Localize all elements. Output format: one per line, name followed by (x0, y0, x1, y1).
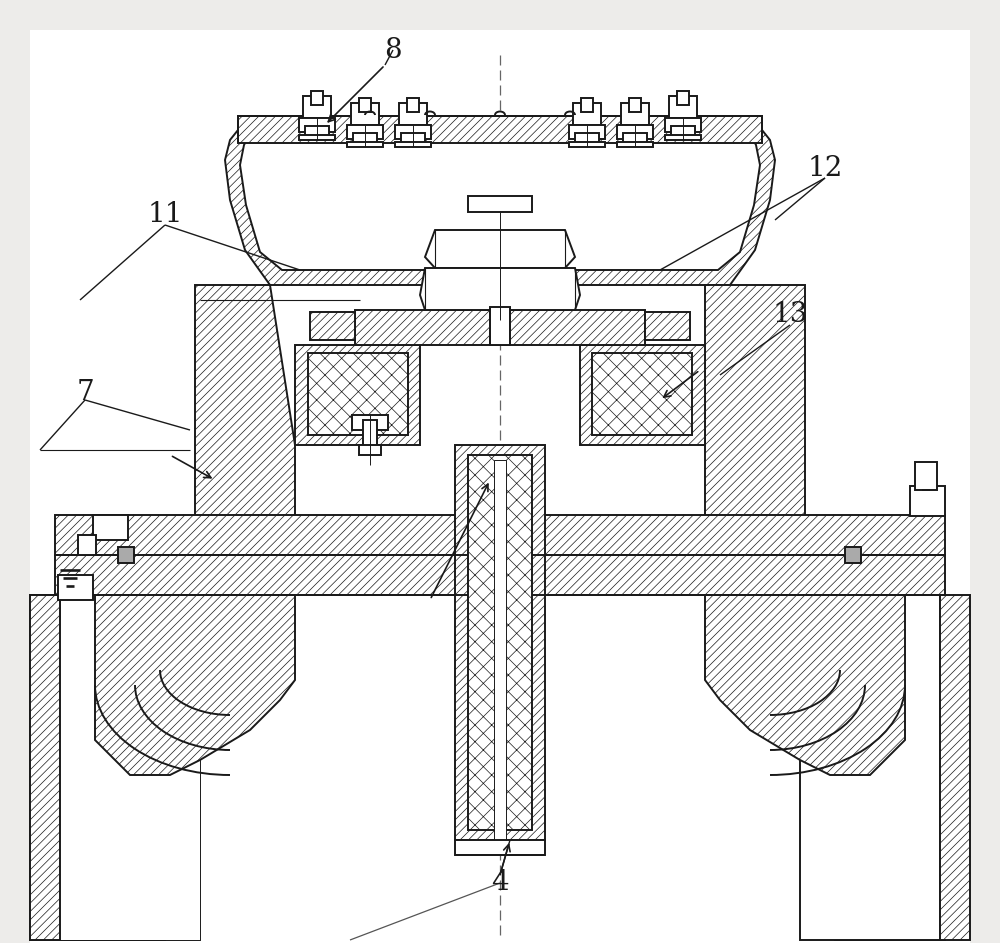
Bar (352, 415, 388, 430)
Bar (351, 103, 379, 125)
Bar (623, 133, 647, 143)
Polygon shape (835, 595, 945, 940)
Bar (355, 310, 645, 345)
Text: 7: 7 (76, 379, 94, 406)
Polygon shape (30, 595, 165, 940)
Polygon shape (95, 595, 295, 775)
Bar (347, 142, 383, 147)
Text: 12: 12 (807, 155, 843, 181)
Bar (395, 125, 431, 139)
Bar (592, 353, 692, 435)
Bar (910, 486, 945, 516)
Bar (665, 118, 701, 132)
Bar (671, 126, 695, 136)
Bar (490, 307, 510, 345)
Text: 13: 13 (772, 302, 808, 328)
Bar (363, 420, 377, 450)
Bar (940, 595, 970, 940)
Bar (78, 535, 96, 555)
Bar (621, 103, 649, 125)
Bar (845, 547, 861, 563)
Text: 4: 4 (491, 869, 509, 897)
Bar (299, 135, 335, 140)
Bar (468, 196, 532, 212)
Bar (677, 91, 689, 105)
Bar (58, 575, 93, 600)
Bar (617, 125, 653, 139)
Bar (311, 91, 323, 105)
Bar (60, 595, 200, 940)
Bar (575, 133, 599, 143)
Polygon shape (225, 116, 775, 285)
Polygon shape (195, 285, 295, 555)
Bar (359, 98, 371, 112)
Bar (455, 840, 545, 855)
Bar (407, 98, 419, 112)
Bar (308, 353, 408, 435)
Bar (468, 455, 532, 830)
Polygon shape (420, 268, 580, 310)
Polygon shape (55, 600, 200, 940)
Bar (494, 460, 506, 840)
Bar (310, 312, 355, 340)
Bar (295, 345, 420, 445)
Bar (347, 125, 383, 139)
Bar (118, 547, 134, 563)
Bar (299, 118, 335, 132)
Bar (581, 98, 593, 112)
Bar (303, 96, 331, 118)
Polygon shape (705, 285, 805, 555)
Bar (353, 133, 377, 143)
Bar (30, 595, 60, 940)
Bar (669, 96, 697, 118)
Text: 8: 8 (384, 37, 402, 63)
Bar (55, 515, 945, 555)
Bar (800, 595, 940, 940)
Bar (665, 135, 701, 140)
Bar (569, 142, 605, 147)
Bar (359, 445, 381, 455)
Bar (569, 125, 605, 139)
Bar (580, 345, 705, 445)
Polygon shape (705, 595, 905, 775)
Bar (617, 142, 653, 147)
Bar (455, 445, 545, 840)
Bar (401, 133, 425, 143)
Bar (305, 126, 329, 136)
Bar (395, 142, 431, 147)
Bar (915, 462, 937, 490)
Bar (399, 103, 427, 125)
Bar (645, 312, 690, 340)
Bar (238, 116, 762, 143)
Polygon shape (240, 130, 760, 270)
Bar (573, 103, 601, 125)
Text: 11: 11 (147, 202, 183, 228)
Polygon shape (425, 230, 575, 268)
Bar (629, 98, 641, 112)
Bar (55, 555, 945, 595)
Bar (93, 515, 128, 540)
